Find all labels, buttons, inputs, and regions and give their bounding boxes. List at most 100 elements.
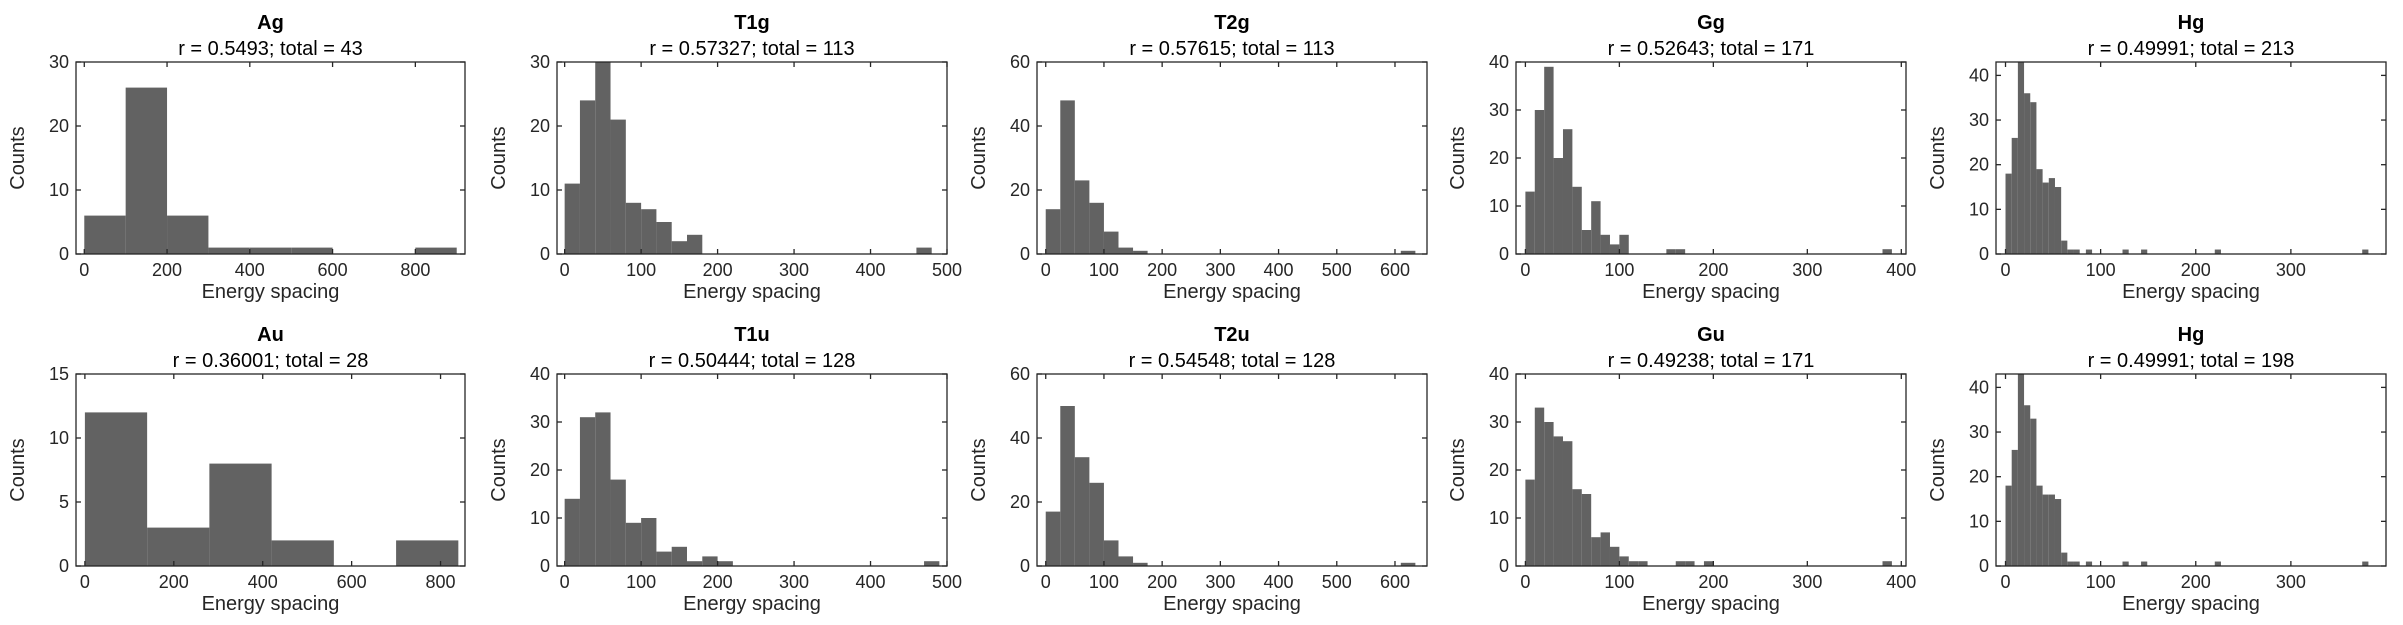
x-tick-label: 100	[1604, 572, 1634, 592]
histogram-bar	[1045, 209, 1061, 254]
axes-box	[75, 373, 466, 567]
histogram-bar	[641, 209, 657, 254]
y-tick-label: 10	[1969, 511, 1989, 531]
subplot-hg-5: 0 100 200 300 0 10 20 30 40 Energy spacing Counts H…	[1927, 12, 2387, 303]
histogram-bar	[1581, 494, 1592, 566]
x-tick-label: 0	[2001, 260, 2011, 280]
histogram-bar	[2122, 561, 2129, 566]
histogram-bar	[2054, 499, 2062, 566]
histogram-bar	[579, 100, 596, 255]
histogram-bar	[2067, 561, 2074, 566]
histogram-bar	[2362, 561, 2369, 566]
histogram-bar	[2024, 405, 2031, 566]
y-tick-label: 30	[1489, 412, 1509, 432]
histogram-bar	[1666, 249, 1676, 254]
subplot-subtitle: r = 0.5493; total = 43	[178, 38, 363, 60]
x-tick-label: 200	[703, 260, 733, 280]
y-axis-label: Counts	[968, 438, 990, 501]
histogram-bar	[1060, 406, 1075, 566]
histogram-bar	[625, 202, 642, 254]
histogram-bar	[2005, 485, 2012, 566]
y-tick-label: 40	[1969, 377, 1989, 397]
histogram-bar	[2214, 249, 2221, 254]
histogram-bar	[2054, 187, 2062, 254]
histogram-bar	[1600, 532, 1610, 566]
y-axis-label: Counts	[488, 126, 510, 189]
subplot-subtitle: r = 0.36001; total = 28	[173, 350, 369, 372]
y-axis-label: Counts	[968, 126, 990, 189]
y-axis-label: Counts	[488, 438, 510, 501]
histogram-bar	[2042, 182, 2049, 254]
subplot-gg-4: 0 100 200 300 400 0 10 20 30 40 Energy spacing Coun…	[1447, 12, 1916, 303]
histogram-bar	[1685, 561, 1695, 566]
histogram-bar	[1619, 556, 1629, 566]
x-tick-label: 100	[1089, 572, 1119, 592]
histogram-bar	[1400, 562, 1416, 566]
x-tick-label: 0	[2001, 572, 2011, 592]
histogram-bar	[2141, 561, 2148, 566]
histogram-bar	[2005, 173, 2012, 254]
histogram-bar	[1703, 561, 1714, 566]
histogram-bar	[1534, 407, 1545, 566]
histogram-bar	[1675, 249, 1686, 254]
subplot-hg-10: 0 100 200 300 0 10 20 30 40 Energy spacing Counts H…	[1927, 324, 2387, 615]
y-axis-label: Counts	[1927, 126, 1949, 189]
y-tick-label: 30	[1969, 110, 1989, 130]
histogram-bar	[2214, 561, 2221, 566]
histogram-bar	[1562, 441, 1573, 566]
x-tick-label: 100	[1089, 260, 1119, 280]
x-tick-label: 200	[1698, 572, 1728, 592]
y-tick-label: 40	[1010, 428, 1030, 448]
subplot-subtitle: r = 0.54548; total = 128	[1129, 350, 1336, 372]
histogram-bar	[564, 183, 580, 254]
histogram-bar	[2362, 249, 2369, 254]
y-tick-label: 0	[1020, 556, 1030, 576]
x-axis-label: Energy spacing	[1163, 281, 1301, 303]
histogram-bar	[2017, 374, 2025, 566]
y-tick-label: 0	[59, 244, 69, 264]
x-axis-label: Energy spacing	[683, 593, 821, 615]
x-tick-label: 200	[1147, 260, 1177, 280]
y-tick-label: 0	[1499, 556, 1509, 576]
y-tick-label: 60	[1010, 364, 1030, 384]
y-tick-label: 15	[49, 364, 69, 384]
y-tick-label: 40	[1969, 65, 1989, 85]
histogram-bar	[1882, 249, 1892, 254]
x-tick-label: 0	[560, 572, 570, 592]
x-tick-label: 200	[152, 260, 182, 280]
y-tick-label: 0	[1979, 556, 1989, 576]
histogram-bar	[2085, 249, 2093, 254]
y-tick-label: 20	[1010, 492, 1030, 512]
histogram-bar	[1638, 561, 1648, 566]
histogram-bar	[2067, 249, 2074, 254]
histogram-bar	[2048, 494, 2055, 566]
histogram-bar	[415, 247, 457, 254]
x-axis-label: Energy spacing	[683, 281, 821, 303]
histogram-bar	[1591, 537, 1601, 566]
histogram-bar	[2073, 249, 2080, 254]
x-tick-label: 0	[1041, 260, 1051, 280]
y-tick-label: 30	[49, 52, 69, 72]
histogram-bar	[2030, 102, 2037, 255]
histogram-bar	[1562, 129, 1573, 254]
x-tick-label: 300	[2276, 572, 2306, 592]
subplot-subtitle: r = 0.57615; total = 113	[1129, 38, 1334, 60]
histogram-bar	[2011, 449, 2018, 566]
x-tick-label: 300	[1792, 260, 1822, 280]
x-axis-label: Energy spacing	[1642, 281, 1780, 303]
x-tick-label: 600	[1380, 572, 1410, 592]
histogram-bar	[1074, 457, 1090, 566]
histogram-bar	[209, 463, 272, 566]
histogram-bar	[1103, 540, 1119, 566]
y-tick-label: 0	[1020, 244, 1030, 264]
histogram-bar	[564, 498, 580, 566]
x-tick-label: 800	[426, 572, 456, 592]
y-tick-label: 10	[49, 428, 69, 448]
x-axis-label: Energy spacing	[1642, 593, 1780, 615]
x-tick-label: 200	[2181, 260, 2211, 280]
subplot-t1u-7: 0 100 200 300 400 500 0 10 20 30 40 Energy spacing C…	[488, 324, 962, 615]
histogram-bar	[1103, 231, 1119, 254]
histogram-bar	[396, 540, 459, 566]
y-axis-label: Counts	[1447, 438, 1469, 501]
axes-box	[556, 61, 948, 255]
